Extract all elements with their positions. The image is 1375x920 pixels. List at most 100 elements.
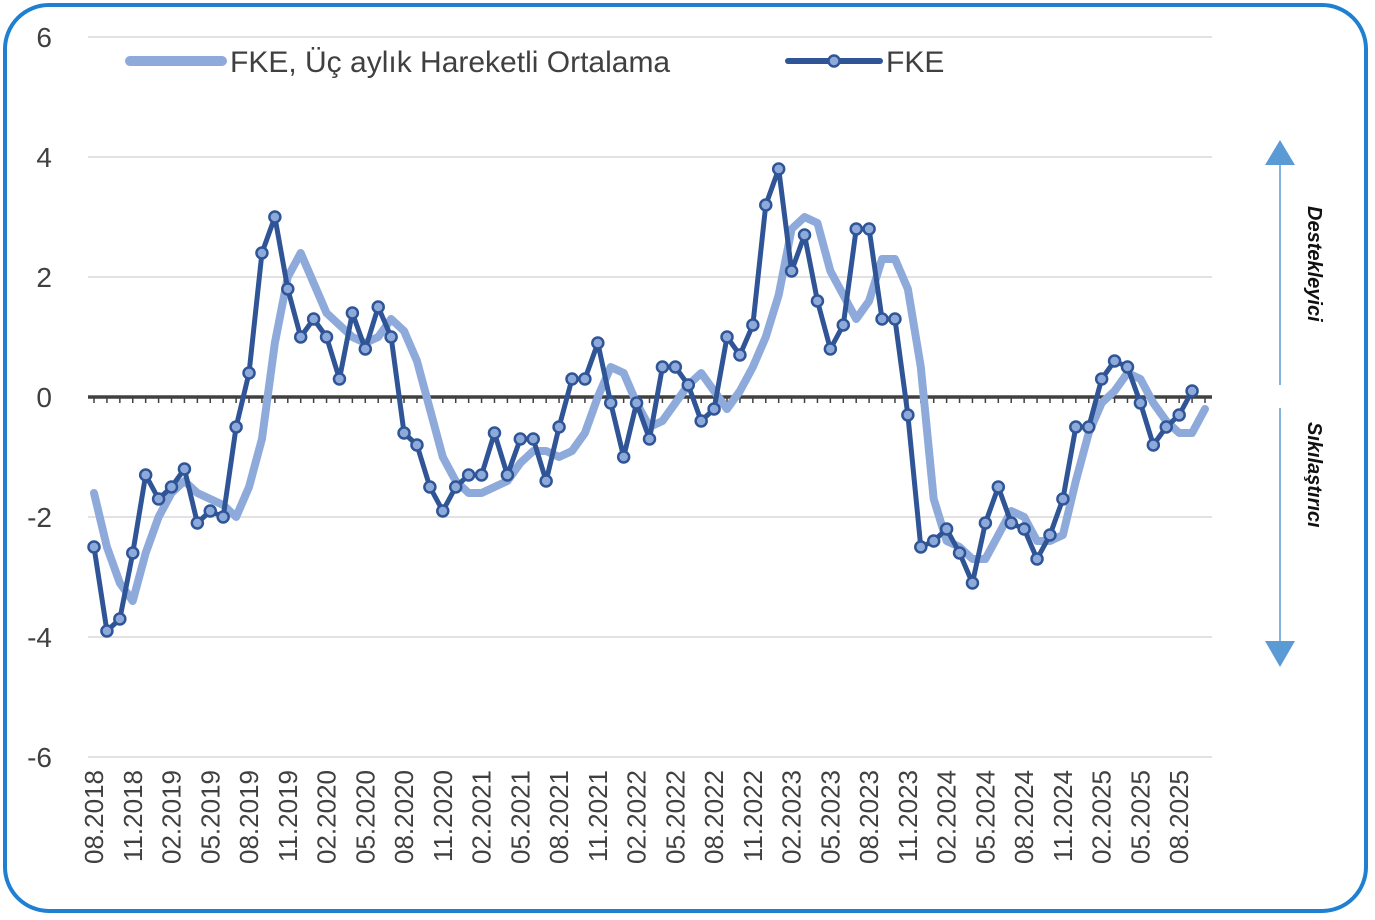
data-point-fke — [629, 396, 644, 410]
data-point-fke — [423, 480, 437, 494]
x-tick-label: 05.2022 — [660, 770, 690, 864]
data-point-fke — [190, 516, 205, 530]
data-point-fke — [371, 300, 385, 314]
x-tick-label: 05.2024 — [970, 770, 1000, 864]
y-tick-label: 2 — [36, 262, 52, 293]
data-point-fke — [1094, 372, 1109, 386]
data-point-fke — [345, 306, 360, 320]
data-point-fke — [849, 222, 863, 236]
data-point-fke — [591, 336, 605, 350]
data-point-fke — [281, 282, 295, 296]
data-point-fke — [164, 480, 179, 494]
data-point-fke — [565, 372, 579, 386]
data-point-fke — [474, 468, 489, 482]
x-tick-label: 08.2025 — [1164, 770, 1194, 864]
legend-label-moving-average: FKE, Üç aylık Hareketli Ortalama — [230, 46, 670, 79]
x-tick-label: 02.2022 — [622, 770, 652, 864]
data-point-fke — [397, 426, 411, 440]
x-axis-ticks: 08.2018 11.2018 02.2019 05.2019 08.2019 11.20… — [79, 770, 1194, 864]
legend-label-fke: FKE — [886, 46, 944, 79]
data-point-fke — [720, 330, 734, 344]
data-point-fke — [771, 162, 786, 176]
y-tick-label: -2 — [27, 502, 52, 533]
data-point-fke — [293, 330, 308, 344]
data-point-fke — [513, 432, 528, 446]
data-point-fke — [965, 576, 980, 590]
x-tick-label: 02.2023 — [777, 770, 807, 864]
data-point-fke — [836, 318, 851, 332]
data-point-fke — [926, 534, 941, 548]
data-point-fke — [216, 510, 230, 524]
zero-axis — [88, 395, 1212, 403]
data-point-fke — [784, 264, 799, 278]
data-point-fke — [901, 408, 915, 422]
x-tick-label: 11.2023 — [893, 770, 923, 862]
data-point-fke — [1030, 552, 1044, 566]
data-point-fke — [810, 294, 825, 308]
arrow-down-icon — [1265, 641, 1295, 667]
data-point-fke — [332, 372, 347, 386]
data-point-fke — [487, 426, 502, 440]
data-point-fke — [100, 624, 114, 638]
data-point-fke — [978, 516, 993, 530]
data-point-fke — [862, 222, 876, 236]
data-point-fke — [952, 546, 967, 560]
y-tick-label: 0 — [36, 382, 52, 413]
data-point-fke — [126, 546, 140, 560]
data-point-fke — [151, 492, 166, 506]
data-point-fke — [888, 312, 902, 326]
data-point-fke — [87, 540, 101, 554]
data-point-fke — [578, 372, 592, 386]
x-tick-label: 05.2025 — [1125, 770, 1155, 864]
x-tick-label: 02.2024 — [932, 770, 962, 864]
side-label-upper: Destekleyici — [1303, 206, 1325, 322]
data-point-fke — [1069, 420, 1083, 434]
x-tick-label: 08.2018 — [79, 770, 109, 864]
data-point-fke — [384, 330, 398, 344]
data-point-fke — [914, 540, 928, 554]
legend: FKE, Üç aylık Hareketli Ortalama FKE — [125, 46, 944, 79]
data-point-fke — [1081, 420, 1096, 434]
legend-marker-fke — [827, 54, 841, 68]
data-point-fke — [358, 342, 373, 356]
data-point-fke — [113, 612, 127, 626]
data-point-fke — [539, 474, 553, 488]
data-point-fke — [526, 432, 540, 446]
data-point-fke — [552, 420, 566, 434]
x-tick-label: 05.2021 — [505, 770, 535, 864]
data-point-fke — [306, 312, 321, 326]
data-point-fke — [759, 198, 773, 212]
x-tick-label: 08.2022 — [699, 770, 729, 864]
data-point-fke — [681, 378, 696, 392]
y-tick-label: -6 — [27, 742, 52, 773]
data-point-fke — [642, 432, 657, 446]
grid-lines — [88, 36, 1212, 758]
data-point-fke — [1120, 360, 1135, 374]
data-point-fke — [1133, 396, 1148, 410]
x-tick-label: 02.2021 — [467, 770, 497, 864]
data-point-fke — [939, 522, 954, 536]
x-tick-label: 11.2022 — [738, 770, 768, 862]
data-point-fke — [436, 504, 450, 518]
data-point-fke — [229, 420, 243, 434]
y-axis-ticks: 6 4 2 0 -2 -4 -6 — [27, 22, 52, 773]
x-tick-label: 05.2020 — [350, 770, 380, 864]
data-point-fke — [1043, 528, 1057, 542]
data-point-fke — [138, 468, 153, 482]
data-point-fke — [875, 312, 889, 326]
side-label-lower: Sıkılaştırıcı — [1303, 422, 1325, 528]
series-layer — [87, 162, 1209, 638]
data-point-fke — [991, 480, 1006, 494]
x-tick-label: 02.2020 — [312, 770, 342, 864]
data-point-fke — [242, 366, 256, 380]
data-point-fke — [461, 468, 476, 482]
x-tick-label: 02.2019 — [157, 770, 187, 864]
series-line-fke — [91, 166, 1195, 634]
data-point-fke — [410, 438, 424, 452]
data-point-fke — [500, 468, 515, 482]
data-point-fke — [1172, 408, 1186, 422]
data-point-fke — [603, 396, 618, 410]
x-tick-label: 11.2019 — [273, 770, 303, 862]
x-tick-label: 08.2023 — [854, 770, 884, 864]
